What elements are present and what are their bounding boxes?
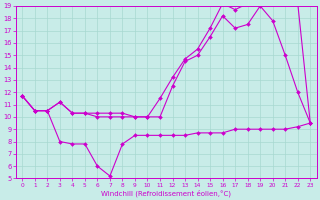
X-axis label: Windchill (Refroidissement éolien,°C): Windchill (Refroidissement éolien,°C) — [101, 189, 231, 197]
